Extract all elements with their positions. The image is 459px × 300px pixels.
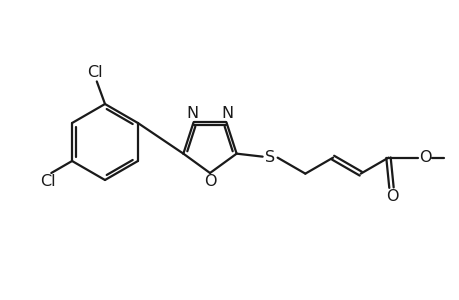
- Text: N: N: [186, 106, 198, 121]
- Text: O: O: [386, 189, 398, 204]
- Text: S: S: [264, 150, 274, 165]
- Text: O: O: [203, 175, 216, 190]
- Text: Cl: Cl: [40, 175, 56, 190]
- Text: N: N: [221, 106, 233, 121]
- Text: Cl: Cl: [87, 65, 102, 80]
- Text: O: O: [418, 150, 431, 165]
